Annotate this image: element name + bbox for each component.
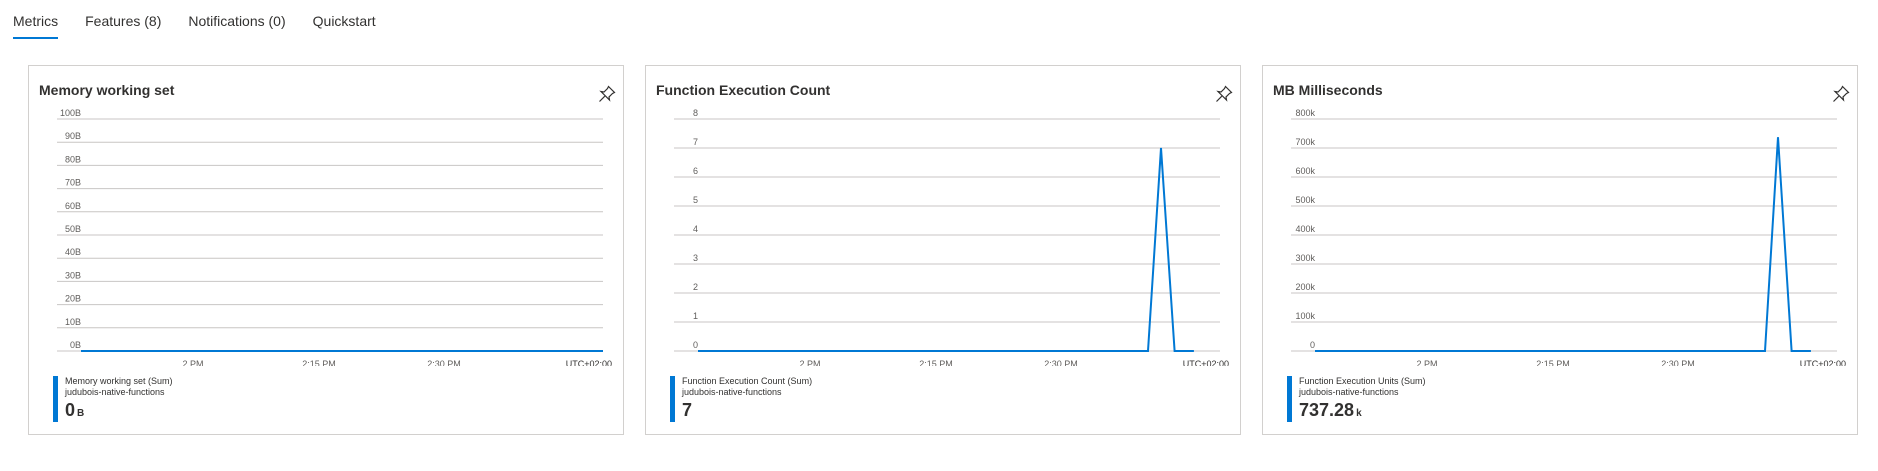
legend-series-name: Function Execution Units (Sum) bbox=[1299, 376, 1426, 386]
chart-legend[interactable]: Function Execution Units (Sum) judubois-… bbox=[1287, 376, 1426, 422]
x-tick-label: 2:30 PM bbox=[1044, 359, 1078, 366]
y-tick-label: 3 bbox=[693, 253, 698, 263]
y-tick-label: 2 bbox=[693, 282, 698, 292]
tab-metrics[interactable]: Metrics bbox=[13, 0, 59, 39]
legend-value: 7 bbox=[682, 400, 812, 421]
chart-plot: 8 7 6 5 4 3 2 1 0 2 PM 2:15 PM 2:30 PM UTC+02:00 bbox=[674, 108, 1229, 366]
x-tick-label: 2 PM bbox=[182, 359, 203, 366]
legend-value: 737.28 k bbox=[1299, 400, 1426, 421]
chart-title: MB Milliseconds bbox=[1273, 82, 1383, 98]
x-tick-label: 2:15 PM bbox=[302, 359, 336, 366]
chart-legend[interactable]: Function Execution Count (Sum) judubois-… bbox=[670, 376, 812, 422]
timezone-label: UTC+02:00 bbox=[1800, 359, 1846, 366]
y-tick-label: 0B bbox=[70, 340, 81, 350]
y-tick-label: 30B bbox=[65, 270, 81, 280]
tab-notifications[interactable]: Notifications (0) bbox=[188, 13, 286, 29]
tab-features[interactable]: Features (8) bbox=[85, 13, 162, 29]
y-tick-label: 50B bbox=[65, 224, 81, 234]
x-tick-label: 2:15 PM bbox=[1536, 359, 1570, 366]
series-line[interactable] bbox=[698, 147, 1194, 352]
tab-bar: Metrics Features (8) Notifications (0) Q… bbox=[13, 0, 403, 40]
x-tick-label: 2:30 PM bbox=[1661, 359, 1695, 366]
y-tick-label: 300k bbox=[1295, 253, 1315, 263]
y-tick-label: 20B bbox=[65, 294, 81, 304]
y-tick-label: 600k bbox=[1295, 166, 1315, 176]
y-tick-label: 40B bbox=[65, 247, 81, 257]
x-tick-label: 2:30 PM bbox=[427, 359, 461, 366]
y-tick-label: 4 bbox=[693, 224, 698, 234]
y-tick-label: 80B bbox=[65, 154, 81, 164]
y-tick-label: 60B bbox=[65, 201, 81, 211]
series-line[interactable] bbox=[1315, 137, 1811, 352]
legend-series-name: Function Execution Count (Sum) bbox=[682, 376, 813, 386]
chart-legend[interactable]: Memory working set (Sum) judubois-native… bbox=[53, 376, 173, 422]
y-tick-label: 6 bbox=[693, 166, 698, 176]
legend-resource-name: judubois-native-functions bbox=[65, 387, 165, 397]
y-tick-label: 200k bbox=[1295, 282, 1315, 292]
y-tick-label: 1 bbox=[693, 311, 698, 321]
chart-title: Memory working set bbox=[39, 82, 175, 98]
legend-value-number: 0 bbox=[65, 400, 76, 420]
pin-icon[interactable] bbox=[1214, 84, 1234, 104]
y-tick-label: 10B bbox=[65, 317, 81, 327]
legend-value-unit: k bbox=[1356, 408, 1362, 419]
y-tick-label: 400k bbox=[1295, 224, 1315, 234]
legend-value-unit: B bbox=[77, 408, 85, 419]
y-tick-label: 90B bbox=[65, 131, 81, 141]
y-tick-label: 0 bbox=[1310, 340, 1315, 350]
chart-plot: 800k 700k 600k 500k 400k 300k 200k 100k 0 2 PM 2:1… bbox=[1291, 108, 1846, 366]
chart-card-memory-working-set[interactable]: Memory working set 100B 90B 80B 70B 60B 50B 40… bbox=[28, 65, 624, 435]
x-tick-label: 2 PM bbox=[799, 359, 820, 366]
y-tick-label: 500k bbox=[1295, 195, 1315, 205]
y-tick-label: 0 bbox=[693, 340, 698, 350]
chart-card-mb-milliseconds[interactable]: MB Milliseconds 800k 700k 600k 500k 400k 300k… bbox=[1262, 65, 1858, 435]
pin-icon[interactable] bbox=[597, 84, 617, 104]
pin-icon[interactable] bbox=[1831, 84, 1851, 104]
legend-value-number: 737.28 bbox=[1299, 400, 1355, 420]
chart-card-function-execution-count[interactable]: Function Execution Count 8 7 6 5 4 3 2 1 0 2 PM 2:… bbox=[645, 65, 1241, 435]
tab-quickstart[interactable]: Quickstart bbox=[312, 13, 376, 29]
y-tick-label: 800k bbox=[1295, 108, 1315, 118]
y-tick-label: 100B bbox=[60, 108, 81, 118]
chart-plot: 100B 90B 80B 70B 60B 50B 40B 30B 20B 10B 0B 2 PM 2:1… bbox=[57, 108, 612, 366]
y-tick-label: 7 bbox=[693, 137, 698, 147]
x-tick-label: 2:15 PM bbox=[919, 359, 953, 366]
y-tick-label: 100k bbox=[1295, 311, 1315, 321]
legend-resource-name: judubois-native-functions bbox=[1299, 387, 1399, 397]
legend-series-name: Memory working set (Sum) bbox=[65, 376, 173, 386]
y-tick-label: 70B bbox=[65, 178, 81, 188]
timezone-label: UTC+02:00 bbox=[1183, 359, 1229, 366]
legend-value-number: 7 bbox=[682, 400, 693, 420]
y-tick-label: 5 bbox=[693, 195, 698, 205]
x-tick-label: 2 PM bbox=[1416, 359, 1437, 366]
timezone-label: UTC+02:00 bbox=[566, 359, 612, 366]
y-tick-label: 8 bbox=[693, 108, 698, 118]
y-tick-label: 700k bbox=[1295, 137, 1315, 147]
chart-title: Function Execution Count bbox=[656, 82, 831, 98]
legend-resource-name: judubois-native-functions bbox=[682, 387, 782, 397]
